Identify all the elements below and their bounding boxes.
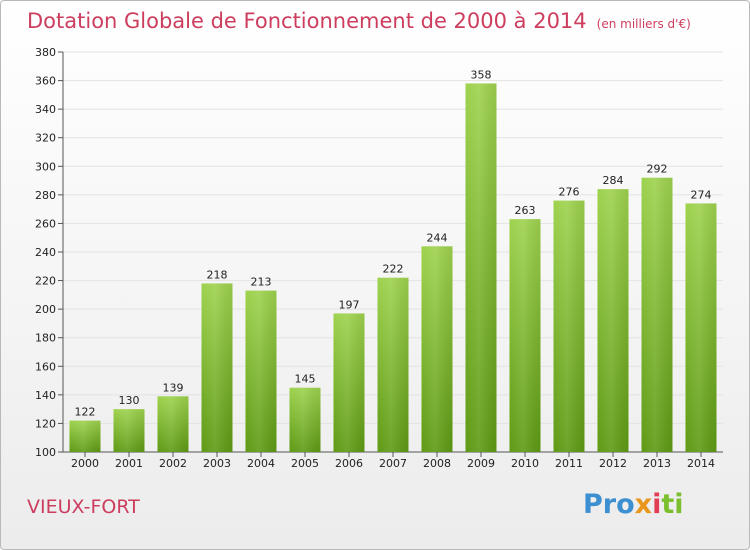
logo-part: Pro xyxy=(583,489,635,520)
chart-title: Dotation Globale de Fonctionnement de 20… xyxy=(27,9,691,33)
bar-value-label: 139 xyxy=(163,381,184,394)
x-tick-label: 2007 xyxy=(379,457,407,470)
bar-value-label: 218 xyxy=(207,268,228,281)
logo-part: ti xyxy=(661,489,684,520)
x-tick-label: 2011 xyxy=(555,457,583,470)
bar-shade xyxy=(509,219,541,452)
x-tick-label: 2012 xyxy=(599,457,627,470)
bars xyxy=(69,83,717,452)
y-tick-label: 200 xyxy=(35,303,56,316)
bar-shade xyxy=(421,246,453,452)
logo-part: x xyxy=(634,489,653,520)
bar-shade xyxy=(201,283,233,452)
bar-shade xyxy=(377,277,409,452)
x-tick-label: 2000 xyxy=(71,457,99,470)
bar-value-label: 284 xyxy=(603,174,624,187)
y-tick-label: 300 xyxy=(35,160,56,173)
y-tick-label: 160 xyxy=(35,360,56,373)
y-tick-label: 120 xyxy=(35,417,56,430)
bar-shade xyxy=(157,396,189,452)
bar-value-label: 145 xyxy=(295,373,316,386)
x-tick-label: 2005 xyxy=(291,457,319,470)
bar-shade xyxy=(245,290,277,452)
bar-value-label: 263 xyxy=(515,204,536,217)
x-tick-label: 2003 xyxy=(203,457,231,470)
place-name: VIEUX-FORT xyxy=(27,496,140,518)
bar-shade xyxy=(69,420,101,452)
y-tick-label: 220 xyxy=(35,275,56,288)
y-tick-label: 100 xyxy=(35,446,56,459)
y-tick-label: 260 xyxy=(35,217,56,230)
y-tick-label: 180 xyxy=(35,332,56,345)
y-tick-label: 140 xyxy=(35,389,56,402)
bar-shade xyxy=(333,313,365,452)
x-tick-label: 2010 xyxy=(511,457,539,470)
bar-value-label: 274 xyxy=(691,188,712,201)
x-tick-label: 2009 xyxy=(467,457,495,470)
title-subtitle: (en milliers d'€) xyxy=(596,17,691,31)
bar-shade xyxy=(289,387,321,452)
bar-value-label: 358 xyxy=(471,68,492,81)
bar-shade xyxy=(685,203,717,452)
y-tick-label: 280 xyxy=(35,189,56,202)
y-tick-label: 240 xyxy=(35,246,56,259)
logo-part: i xyxy=(652,489,662,520)
bar-value-label: 244 xyxy=(427,231,448,244)
x-tick-label: 2013 xyxy=(643,457,671,470)
x-tick-label: 2014 xyxy=(687,457,715,470)
x-tick-label: 2008 xyxy=(423,457,451,470)
bar-shade xyxy=(113,409,145,452)
bar-shade xyxy=(553,200,585,452)
x-tick-label: 2004 xyxy=(247,457,275,470)
bar-value-label: 213 xyxy=(251,276,272,289)
bar-value-label: 122 xyxy=(75,406,96,419)
bar-value-label: 222 xyxy=(383,263,404,276)
y-tick-label: 380 xyxy=(35,46,56,59)
bar-shade xyxy=(597,189,629,452)
x-tick-label: 2001 xyxy=(115,457,143,470)
bar-value-label: 197 xyxy=(339,298,360,311)
x-tick-label: 2002 xyxy=(159,457,187,470)
bar-value-label: 292 xyxy=(647,163,668,176)
bar-shade xyxy=(465,83,497,452)
bar-value-label: 276 xyxy=(559,186,580,199)
proxiti-logo: Proxiti xyxy=(583,489,684,520)
y-tick-label: 320 xyxy=(35,132,56,145)
data-labels: 122 130 139 218 213 145 197 222 244 358 263 276 284 2… xyxy=(75,68,712,418)
y-tick-label: 340 xyxy=(35,103,56,116)
x-tick-label: 2006 xyxy=(335,457,363,470)
bar-value-label: 130 xyxy=(119,394,140,407)
y-tick-label: 360 xyxy=(35,75,56,88)
title-text: Dotation Globale de Fonctionnement de 20… xyxy=(27,9,587,33)
bar-shade xyxy=(641,177,673,452)
